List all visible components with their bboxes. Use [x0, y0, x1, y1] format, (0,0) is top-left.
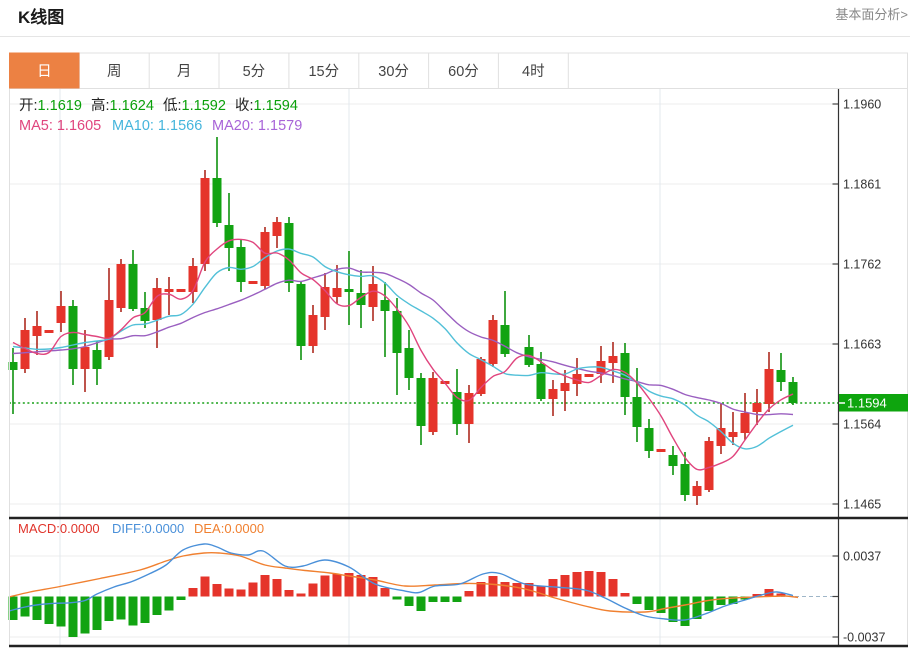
- svg-text:0.0037: 0.0037: [843, 550, 881, 564]
- svg-text:15分: 15分: [308, 63, 339, 80]
- svg-text:K线图: K线图: [18, 7, 64, 27]
- svg-text:1.1594: 1.1594: [847, 396, 887, 411]
- svg-text:月: 月: [177, 64, 192, 80]
- svg-text:基本面分析>: 基本面分析>: [835, 7, 908, 22]
- svg-text:日: 日: [37, 64, 52, 80]
- svg-text:1.1762: 1.1762: [843, 258, 881, 272]
- svg-text:1.1861: 1.1861: [843, 178, 881, 192]
- svg-text:30分: 30分: [378, 63, 409, 80]
- svg-text:周: 周: [107, 64, 122, 80]
- svg-text:1.1960: 1.1960: [843, 98, 881, 112]
- svg-text:60分: 60分: [448, 63, 479, 80]
- svg-text:1.1564: 1.1564: [843, 418, 881, 432]
- svg-text:5分: 5分: [243, 63, 266, 80]
- svg-text:1.1465: 1.1465: [843, 498, 881, 512]
- svg-text:4时: 4时: [522, 63, 545, 80]
- svg-text:1.1663: 1.1663: [843, 338, 881, 352]
- svg-text:-0.0037: -0.0037: [843, 631, 885, 645]
